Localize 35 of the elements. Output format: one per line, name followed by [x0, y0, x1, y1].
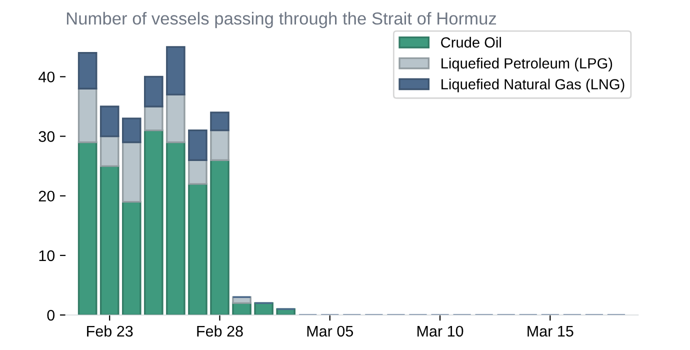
- x-tick-label: Mar 10: [417, 326, 464, 337]
- bar: [122, 200, 142, 315]
- bar: [188, 159, 208, 185]
- y-tick-label: 40: [38, 72, 55, 82]
- x-tick-label: Mar 15: [528, 326, 574, 337]
- x-tick-label: Mar 05: [307, 326, 354, 337]
- bar: [166, 94, 186, 144]
- bar: [210, 112, 230, 132]
- y-tick-label: 20: [38, 190, 55, 202]
- bar: [78, 88, 98, 144]
- bar: [144, 106, 164, 132]
- bar: [166, 141, 186, 315]
- chart-title: Number of vessels passing through the Strait of Hormuz: [66, 12, 496, 28]
- y-tick-label: 30: [38, 131, 55, 142]
- legend-label: Liquefied Petroleum (LPG): [442, 58, 612, 72]
- bar: [122, 118, 142, 144]
- bar: [210, 159, 230, 315]
- bar: [100, 165, 120, 315]
- x-tick-label: Feb 28: [197, 325, 243, 337]
- bar: [100, 135, 120, 167]
- bar: [144, 129, 164, 315]
- bar: [144, 76, 164, 108]
- x-tick-label: Feb 23: [87, 325, 133, 337]
- bar: [78, 141, 98, 315]
- bar: [122, 141, 142, 203]
- bar: [166, 46, 186, 96]
- legend-label: Liquefied Natural Gas (LNG): [442, 78, 624, 92]
- bar: [188, 129, 208, 161]
- bar: [210, 129, 230, 161]
- y-tick-label: 10: [39, 250, 55, 262]
- y-tick-label: 0: [47, 310, 55, 321]
- bar: [78, 52, 98, 90]
- bar: [188, 183, 208, 315]
- legend-label: Crude Oil: [441, 36, 501, 48]
- bar: [100, 106, 120, 138]
